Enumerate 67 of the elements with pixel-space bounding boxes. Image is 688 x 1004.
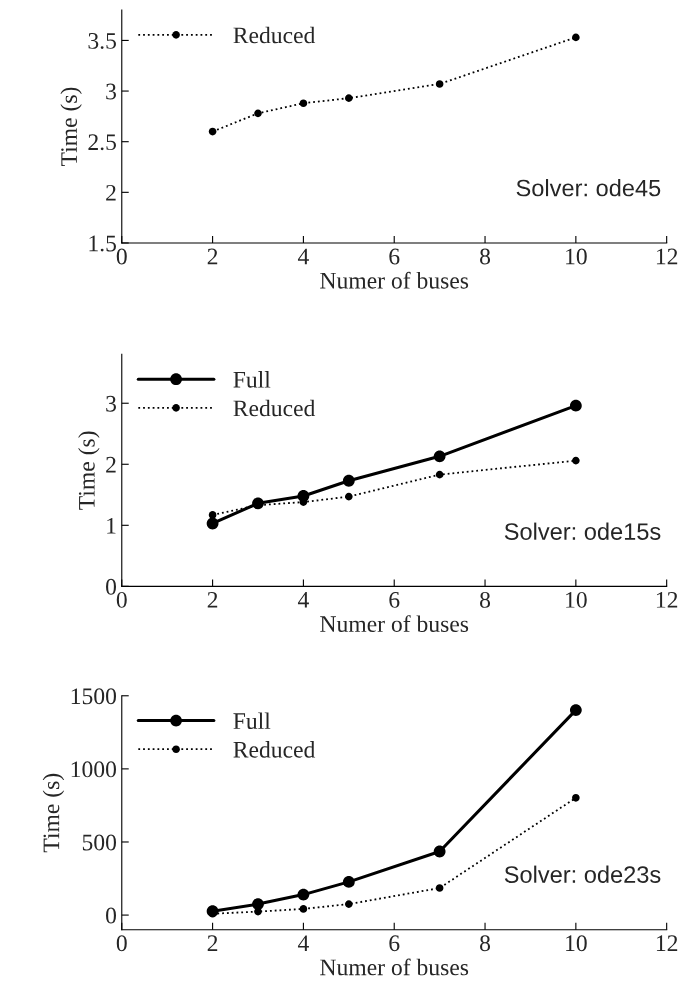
legend-label: Reduced <box>233 741 316 758</box>
y-tick-label: 2 <box>106 456 116 473</box>
point <box>299 905 308 913</box>
legend-label: Reduced <box>233 26 316 44</box>
annotation: Solver: ode15s <box>504 522 661 540</box>
legend-label: Reduced <box>233 399 316 417</box>
y-tick-label: 1.5 <box>89 235 116 252</box>
x-tick-label: 8 <box>480 591 491 608</box>
point <box>206 517 219 530</box>
point <box>435 884 444 892</box>
x-tick-label: 6 <box>389 935 400 952</box>
x-axis-title: Numer of buses <box>320 958 469 976</box>
point <box>208 511 217 519</box>
point <box>572 794 580 802</box>
x-axis-title: Numer of buses <box>320 615 469 632</box>
x-tick-label: 4 <box>297 935 309 951</box>
x-tick-label: 4 <box>297 592 309 608</box>
x-tick-label: 2 <box>207 935 218 951</box>
y-tick-label: 3 <box>106 395 116 412</box>
point <box>345 94 353 102</box>
point <box>342 474 355 487</box>
y-tick-label: 500 <box>82 834 117 851</box>
point <box>435 470 444 479</box>
x-tick-label: 6 <box>389 591 400 608</box>
y-tick-label: 1000 <box>71 761 117 778</box>
annotation: Solver: ode23s <box>504 865 661 883</box>
y-tick-label: 0 <box>106 907 117 924</box>
y-tick-label: 3.5 <box>88 32 116 49</box>
point <box>569 704 582 716</box>
x-tick-label: 2 <box>207 591 218 608</box>
y-tick-label: 0 <box>106 578 117 595</box>
y-tick-label: 3 <box>106 83 116 100</box>
y-axis-title: Time (s) <box>60 87 82 166</box>
point <box>345 492 353 501</box>
y-tick-label: 2.5 <box>88 134 116 151</box>
annotation: Solver: ode45 <box>516 179 661 197</box>
x-tick-label: 2 <box>207 248 218 265</box>
x-tick-label: 12 <box>656 248 678 265</box>
point <box>342 875 355 888</box>
point <box>208 127 217 136</box>
point <box>433 845 446 858</box>
x-tick-label: 12 <box>656 935 678 951</box>
x-axis-title: Numer of buses <box>320 271 469 289</box>
point <box>572 33 580 42</box>
point <box>299 99 308 108</box>
y-tick-label: 1 <box>107 517 116 534</box>
point <box>435 80 444 88</box>
x-tick-label: 10 <box>566 248 587 265</box>
point <box>569 399 582 412</box>
legend-label: Full <box>233 371 271 388</box>
y-tick-label: 1500 <box>71 688 117 705</box>
x-tick-label: 8 <box>480 935 491 952</box>
point <box>345 900 353 908</box>
point <box>297 888 310 901</box>
point <box>254 109 262 118</box>
y-axis-title: Time (s) <box>78 431 100 510</box>
y-axis-title: Time (s) <box>42 773 65 853</box>
x-tick-label: 10 <box>566 935 587 952</box>
x-tick-label: 8 <box>480 248 491 265</box>
point <box>433 450 446 463</box>
point <box>572 456 580 465</box>
x-tick-label: 6 <box>389 248 400 265</box>
x-tick-label: 10 <box>566 591 587 608</box>
x-tick-label: 12 <box>656 591 678 608</box>
legend-label: Full <box>233 712 271 730</box>
y-tick-label: 2 <box>106 184 116 201</box>
x-tick-label: 4 <box>297 248 309 265</box>
